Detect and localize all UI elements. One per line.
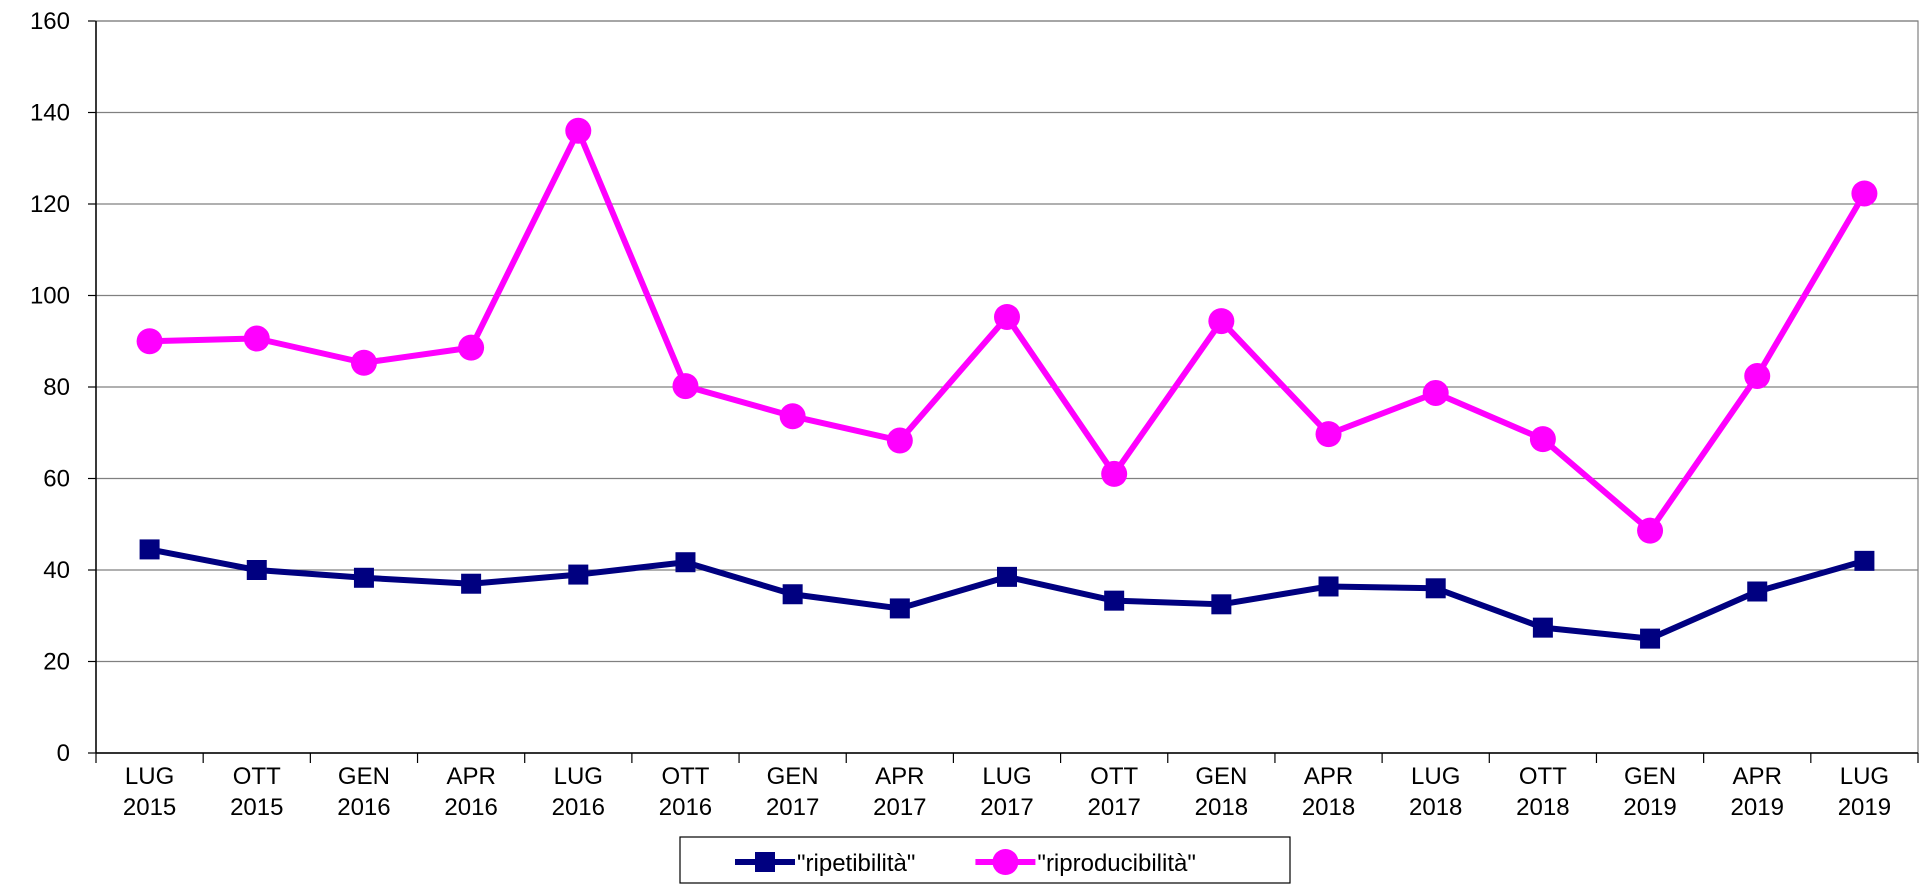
data-point <box>1208 308 1235 335</box>
data-point <box>886 427 913 454</box>
y-tick-label: 120 <box>30 191 70 218</box>
x-tick-label: OTT 2016 <box>659 763 712 821</box>
x-tick-label: APR 2019 <box>1731 763 1784 821</box>
legend-label: "riproducibilità" <box>1037 850 1195 877</box>
legend-marker <box>992 849 1019 875</box>
x-tick-label: GEN 2019 <box>1623 763 1676 821</box>
data-point <box>1851 180 1878 207</box>
data-point <box>675 552 696 573</box>
x-tick-label: LUG 2017 <box>980 763 1033 821</box>
x-tick-label: LUG 2019 <box>1838 763 1891 821</box>
x-tick-label: APR 2018 <box>1302 763 1355 821</box>
x-tick-label: APR 2016 <box>444 763 497 821</box>
data-point <box>889 598 910 619</box>
data-point <box>1640 628 1661 649</box>
data-point <box>1747 581 1768 602</box>
x-tick-label: GEN 2016 <box>337 763 390 821</box>
x-tick-label: GEN 2018 <box>1195 763 1248 821</box>
data-point <box>1854 550 1875 571</box>
y-tick-label: 20 <box>43 649 70 676</box>
data-point <box>136 328 163 355</box>
y-tick-label: 80 <box>43 374 70 401</box>
data-point <box>782 584 803 605</box>
x-tick-label: GEN 2017 <box>766 763 819 821</box>
data-point <box>458 334 485 361</box>
x-tick-label: LUG 2016 <box>552 763 605 821</box>
y-tick-label: 0 <box>57 740 70 767</box>
y-tick-label: 160 <box>30 8 70 35</box>
x-tick-label: OTT 2015 <box>230 763 283 821</box>
data-point <box>997 566 1017 587</box>
data-point <box>1101 460 1128 487</box>
legend: "ripetibilità" "riproducibilità" <box>679 836 1291 884</box>
data-point <box>1211 594 1232 615</box>
data-point <box>1532 617 1553 638</box>
data-point <box>1422 379 1449 406</box>
data-point <box>139 539 160 560</box>
x-tick-label: APR 2017 <box>873 763 926 821</box>
y-tick-label: 140 <box>30 100 70 127</box>
y-tick-label: 100 <box>30 283 70 310</box>
legend-marker <box>755 852 775 872</box>
data-point <box>1529 426 1556 453</box>
data-point <box>672 373 699 400</box>
data-point <box>461 573 482 594</box>
data-point <box>779 403 806 430</box>
data-point <box>1425 578 1446 599</box>
x-tick-label: LUG 2015 <box>123 763 176 821</box>
data-point <box>246 560 267 580</box>
data-point <box>350 349 377 376</box>
series-line <box>149 127 1867 534</box>
data-point <box>243 325 270 352</box>
data-point <box>353 567 374 588</box>
x-tick-label: OTT 2017 <box>1087 763 1140 821</box>
data-point <box>994 304 1020 331</box>
data-point <box>565 117 592 144</box>
x-tick-label: OTT 2018 <box>1516 763 1569 821</box>
data-point <box>568 564 589 585</box>
series-line <box>149 546 1866 642</box>
data-point <box>1104 590 1125 611</box>
y-tick-label: 60 <box>43 466 70 493</box>
data-point <box>1318 576 1339 597</box>
data-point <box>1744 363 1771 390</box>
x-tick-label: LUG 2018 <box>1409 763 1462 821</box>
y-tick-label: 40 <box>43 557 70 584</box>
legend-label: "ripetibilità" <box>797 850 915 877</box>
data-point <box>1637 517 1664 544</box>
data-point <box>1315 421 1342 448</box>
